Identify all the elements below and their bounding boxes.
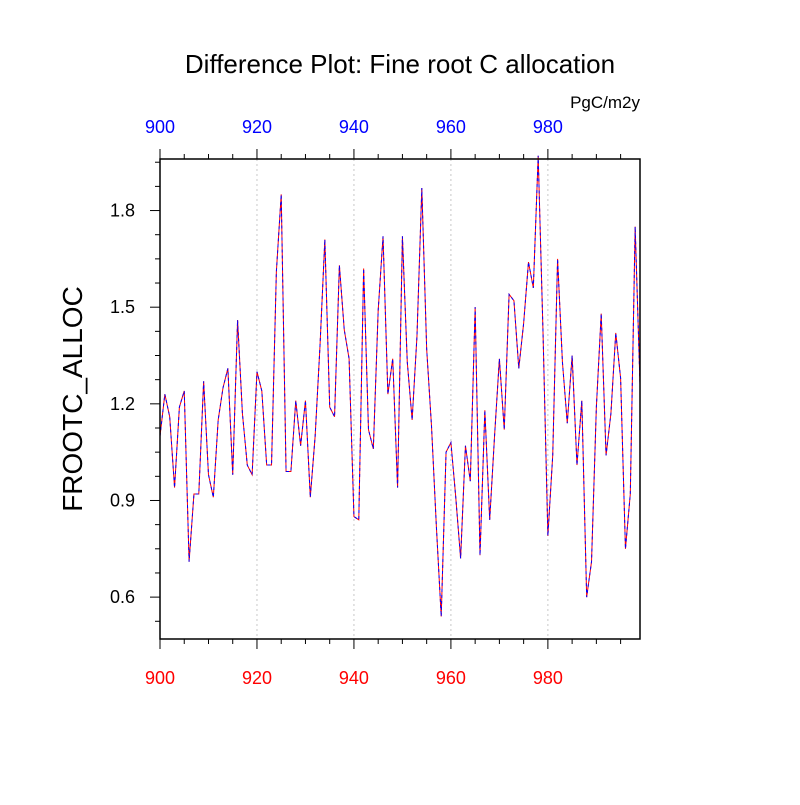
y-tick-label: 0.9 bbox=[110, 490, 135, 510]
tick-labels: 900 900 920 920 940 940 960 960 980 980 0.6 0.9 1.2 1… bbox=[110, 117, 563, 688]
y-tick-label: 1.8 bbox=[110, 201, 135, 221]
x-top-tick-label: 940 bbox=[339, 117, 369, 137]
units-label: PgC/m2y bbox=[570, 93, 640, 112]
y-tick-label: 0.6 bbox=[110, 587, 135, 607]
y-axis-label: FROOTC_ALLOC bbox=[57, 286, 88, 512]
plot-frame bbox=[159, 158, 641, 640]
y-tick-label: 1.5 bbox=[110, 297, 135, 317]
x-tick-label: 960 bbox=[436, 668, 466, 688]
series-line bbox=[159, 155, 641, 617]
x-top-tick-label: 920 bbox=[242, 117, 272, 137]
grid bbox=[256, 159, 549, 639]
series-layer bbox=[159, 155, 641, 617]
x-tick-label: 920 bbox=[242, 668, 272, 688]
x-tick-label: 940 bbox=[339, 668, 369, 688]
ticks bbox=[150, 149, 622, 649]
x-tick-label: 900 bbox=[145, 668, 175, 688]
x-top-tick-label: 980 bbox=[533, 117, 563, 137]
chart-title: Difference Plot: Fine root C allocation bbox=[185, 49, 615, 79]
x-top-tick-label: 900 bbox=[145, 117, 175, 137]
x-top-tick-label: 960 bbox=[436, 117, 466, 137]
x-tick-label: 980 bbox=[533, 668, 563, 688]
y-tick-label: 1.2 bbox=[110, 394, 135, 414]
